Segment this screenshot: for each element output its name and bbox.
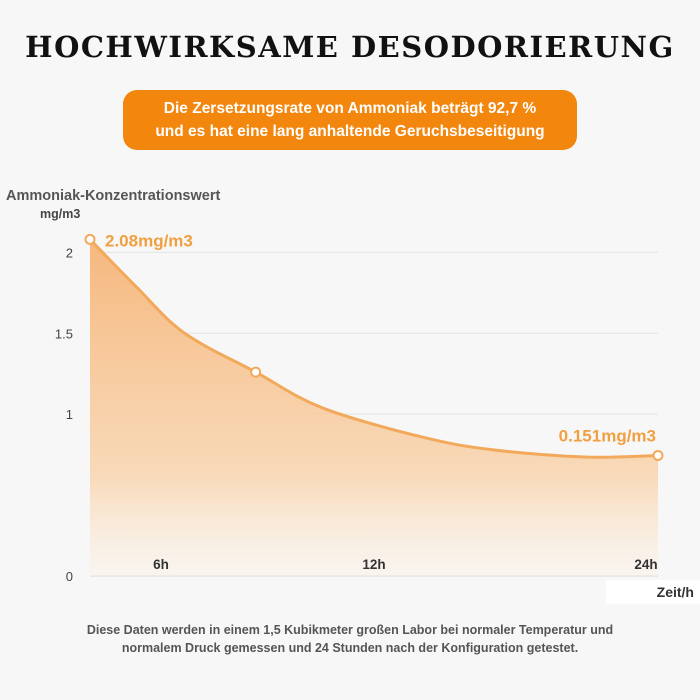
banner-line-1: Die Zersetzungsrate von Ammoniak beträgt… — [163, 100, 537, 117]
y-axis-unit: mg/m3 — [40, 207, 81, 221]
x-tick-label: 6h — [153, 557, 169, 572]
footnote: Diese Daten werden in einem 1,5 Kubikmet… — [0, 621, 700, 657]
data-point-marker — [250, 366, 262, 378]
highlight-banner: Die Zersetzungsrate von Ammoniak beträgt… — [123, 90, 577, 150]
y-tick-label: 1 — [66, 407, 73, 422]
data-point-marker — [652, 449, 664, 461]
x-tick-label: 24h — [634, 557, 657, 572]
page-title: HOCHWIRKSAME DESODORIERUNG — [25, 30, 675, 64]
data-point-marker — [84, 233, 96, 245]
banner-line-2: und es hat eine lang anhaltende Geruchsb… — [155, 123, 545, 140]
y-tick-label: 2 — [66, 245, 73, 260]
concentration-line — [88, 238, 659, 459]
y-tick-label: 1.5 — [55, 326, 73, 341]
concentration-area — [90, 239, 658, 576]
x-tick-label: 12h — [362, 557, 385, 572]
footnote-line-2: normalem Druck gemessen und 24 Stunden n… — [121, 641, 579, 655]
y-tick-label: 0 — [66, 569, 73, 584]
value-annotation: 2.08mg/m3 — [105, 231, 193, 250]
y-axis-title: Ammoniak-Konzentrationswert — [6, 188, 221, 204]
footnote-line-1: Diese Daten werden in einem 1,5 Kubikmet… — [86, 623, 614, 637]
value-annotation: 0.151mg/m3 — [559, 426, 656, 445]
x-axis-title: Zeit/h — [606, 580, 700, 604]
